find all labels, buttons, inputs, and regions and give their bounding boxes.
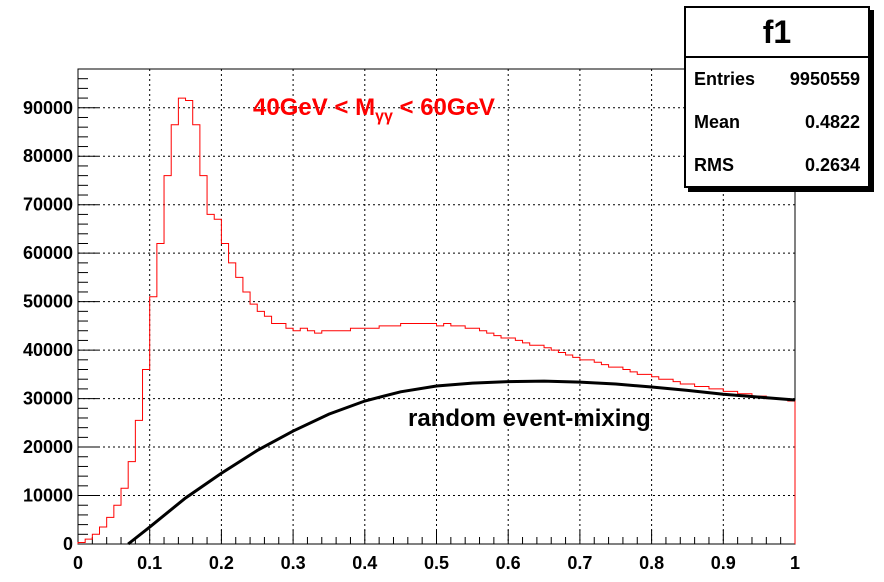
mass-window-subscript: γγ bbox=[375, 108, 393, 125]
stats-row-entries: Entries 9950559 bbox=[686, 58, 868, 101]
y-tick-label: 60000 bbox=[23, 243, 73, 263]
stats-label: RMS bbox=[694, 155, 734, 175]
y-tick-label: 0 bbox=[63, 534, 73, 554]
histogram-series bbox=[77, 97, 796, 544]
x-tick-label: 0.2 bbox=[209, 553, 234, 573]
x-tick-label: 0 bbox=[73, 553, 83, 573]
x-tick-label: 0.9 bbox=[711, 553, 736, 573]
x-tick-label: 0.3 bbox=[281, 553, 306, 573]
x-tick-label: 0.5 bbox=[424, 553, 449, 573]
stats-value: 0.4822 bbox=[804, 112, 860, 132]
grid-lines bbox=[78, 69, 795, 544]
y-tick-label: 30000 bbox=[23, 389, 73, 409]
stats-title: f1 bbox=[686, 8, 868, 58]
stats-box: f1 Entries 9950559 Mean 0.4822 RMS 0.263… bbox=[684, 6, 870, 188]
x-tick-label: 1 bbox=[790, 553, 800, 573]
y-tick-label: 70000 bbox=[23, 195, 73, 215]
x-tick-label: 0.1 bbox=[137, 553, 162, 573]
stats-value: 9950559 bbox=[789, 69, 860, 89]
stats-row-rms: RMS 0.2634 bbox=[686, 144, 868, 187]
x-tick-label: 0.6 bbox=[496, 553, 521, 573]
stats-value: 0.2634 bbox=[804, 155, 860, 175]
y-tick-label: 80000 bbox=[23, 146, 73, 166]
stats-label: Mean bbox=[694, 112, 741, 132]
stats-label: Entries bbox=[694, 69, 756, 89]
stats-row-mean: Mean 0.4822 bbox=[686, 101, 868, 144]
event-mixing-label: random event-mixing bbox=[408, 405, 651, 432]
y-tick-label: 10000 bbox=[23, 486, 73, 506]
event-mixing-curve bbox=[127, 379, 796, 546]
mass-window-suffix: < 60GeV bbox=[393, 94, 495, 121]
y-tick-label: 50000 bbox=[23, 292, 73, 312]
y-axis: 0 10000 20000 30000 40000 50000 60000 70000 8000… bbox=[23, 78, 98, 554]
mass-window-label: 40GeV < Mγγ < 60GeV bbox=[253, 94, 495, 125]
x-axis: 0 0.1 0.2 0.3 0.4 0.5 0.6 0.7 0.8 0.9 1 bbox=[73, 530, 800, 573]
x-tick-label: 0.4 bbox=[352, 553, 377, 573]
y-tick-label: 90000 bbox=[23, 98, 73, 118]
x-tick-label: 0.7 bbox=[567, 553, 592, 573]
y-tick-label: 40000 bbox=[23, 340, 73, 360]
y-tick-label: 20000 bbox=[23, 437, 73, 457]
x-tick-label: 0.8 bbox=[639, 553, 664, 573]
